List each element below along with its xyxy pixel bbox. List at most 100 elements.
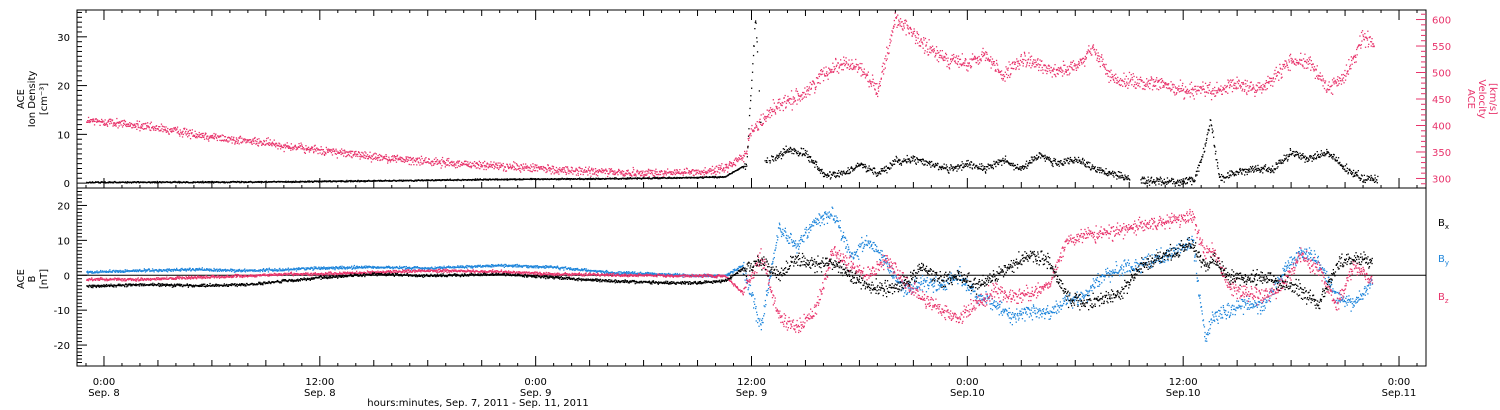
velocity-point: [802, 91, 804, 94]
velocity-point: [653, 175, 655, 177]
density-point: [175, 181, 177, 183]
velocity-point: [1249, 85, 1251, 88]
velocity-point: [682, 171, 685, 173]
density-point: [173, 181, 175, 183]
density-point: [900, 163, 902, 165]
velocity-point: [575, 174, 578, 176]
velocity-point: [141, 125, 144, 127]
velocity-point: [793, 98, 795, 100]
density-point: [200, 181, 203, 183]
velocity-point: [206, 136, 208, 138]
velocity-point: [1022, 62, 1024, 65]
velocity-point: [503, 168, 505, 170]
velocity-point: [807, 93, 809, 95]
velocity-point: [787, 100, 789, 102]
velocity-point: [716, 170, 718, 173]
velocity-point: [334, 150, 336, 152]
velocity-point: [257, 142, 259, 144]
velocity-point: [229, 136, 231, 139]
velocity-point: [843, 62, 845, 65]
velocity-point: [1259, 89, 1261, 91]
velocity-point: [189, 138, 192, 140]
velocity-point: [1077, 63, 1080, 65]
velocity-point: [483, 164, 486, 167]
velocity-point: [1088, 45, 1090, 47]
density-point: [766, 160, 768, 162]
velocity-point: [1180, 88, 1183, 90]
density-point: [786, 151, 788, 153]
velocity-point: [410, 164, 412, 166]
velocity-point: [1038, 66, 1040, 68]
velocity-point: [1032, 61, 1034, 63]
density-point: [247, 181, 249, 183]
density-tick-label: 20: [57, 82, 70, 93]
velocity-point: [178, 133, 181, 135]
velocity-point: [808, 88, 810, 90]
velocity-point: [136, 128, 138, 130]
velocity-point: [1057, 67, 1060, 69]
velocity-point: [627, 169, 629, 171]
velocity-point: [184, 132, 186, 134]
density-point: [358, 181, 361, 183]
velocity-point: [275, 146, 277, 148]
velocity-point: [385, 158, 387, 160]
density-point: [850, 166, 853, 168]
velocity-point: [810, 88, 812, 90]
velocity-point: [1048, 65, 1051, 67]
velocity-point: [544, 167, 547, 169]
velocity-point: [616, 171, 619, 173]
density-point: [399, 179, 401, 182]
velocity-point: [298, 143, 300, 145]
velocity-point: [1355, 61, 1357, 63]
velocity-point: [1019, 59, 1022, 62]
density-point: [525, 178, 528, 180]
velocity-point: [1123, 81, 1125, 83]
velocity-point: [380, 154, 382, 157]
velocity-point: [252, 138, 254, 140]
density-point: [885, 169, 887, 171]
velocity-point: [1235, 82, 1237, 85]
velocity-point: [797, 93, 799, 95]
velocity-point: [436, 159, 439, 161]
density-point: [872, 171, 874, 174]
velocity-point: [200, 133, 202, 135]
density-point: [91, 181, 93, 184]
velocity-point: [809, 94, 811, 96]
velocity-point: [985, 51, 987, 53]
density-point: [373, 179, 375, 181]
velocity-point: [101, 118, 103, 121]
velocity-point: [1325, 89, 1327, 91]
velocity-point: [1046, 67, 1048, 70]
velocity-point: [650, 169, 652, 172]
velocity-point: [493, 161, 495, 163]
velocity-point: [582, 171, 584, 173]
velocity-point: [720, 165, 722, 167]
velocity-point: [108, 120, 110, 123]
velocity-point: [96, 120, 98, 122]
velocity-point: [1206, 85, 1208, 87]
velocity-point: [1016, 58, 1018, 60]
velocity-point: [1050, 67, 1052, 69]
density-point: [826, 176, 828, 178]
velocity-point: [1174, 86, 1176, 88]
density-point: [713, 175, 715, 178]
velocity-point: [665, 174, 667, 176]
velocity-point: [829, 68, 831, 70]
velocity-point: [740, 155, 742, 157]
velocity-point: [991, 63, 993, 65]
velocity-point: [806, 86, 808, 88]
velocity-point: [746, 150, 748, 152]
velocity-point: [993, 62, 995, 65]
velocity-point: [546, 169, 548, 171]
density-point: [556, 178, 558, 180]
velocity-point: [439, 163, 442, 165]
velocity-point: [521, 168, 523, 170]
velocity-point: [1119, 84, 1121, 87]
velocity-point: [1035, 64, 1038, 66]
velocity-point: [840, 63, 842, 65]
velocity-point: [454, 167, 457, 169]
velocity-point: [1104, 68, 1107, 70]
velocity-point: [739, 158, 741, 160]
velocity-point: [1038, 69, 1040, 72]
velocity-point: [597, 175, 599, 177]
